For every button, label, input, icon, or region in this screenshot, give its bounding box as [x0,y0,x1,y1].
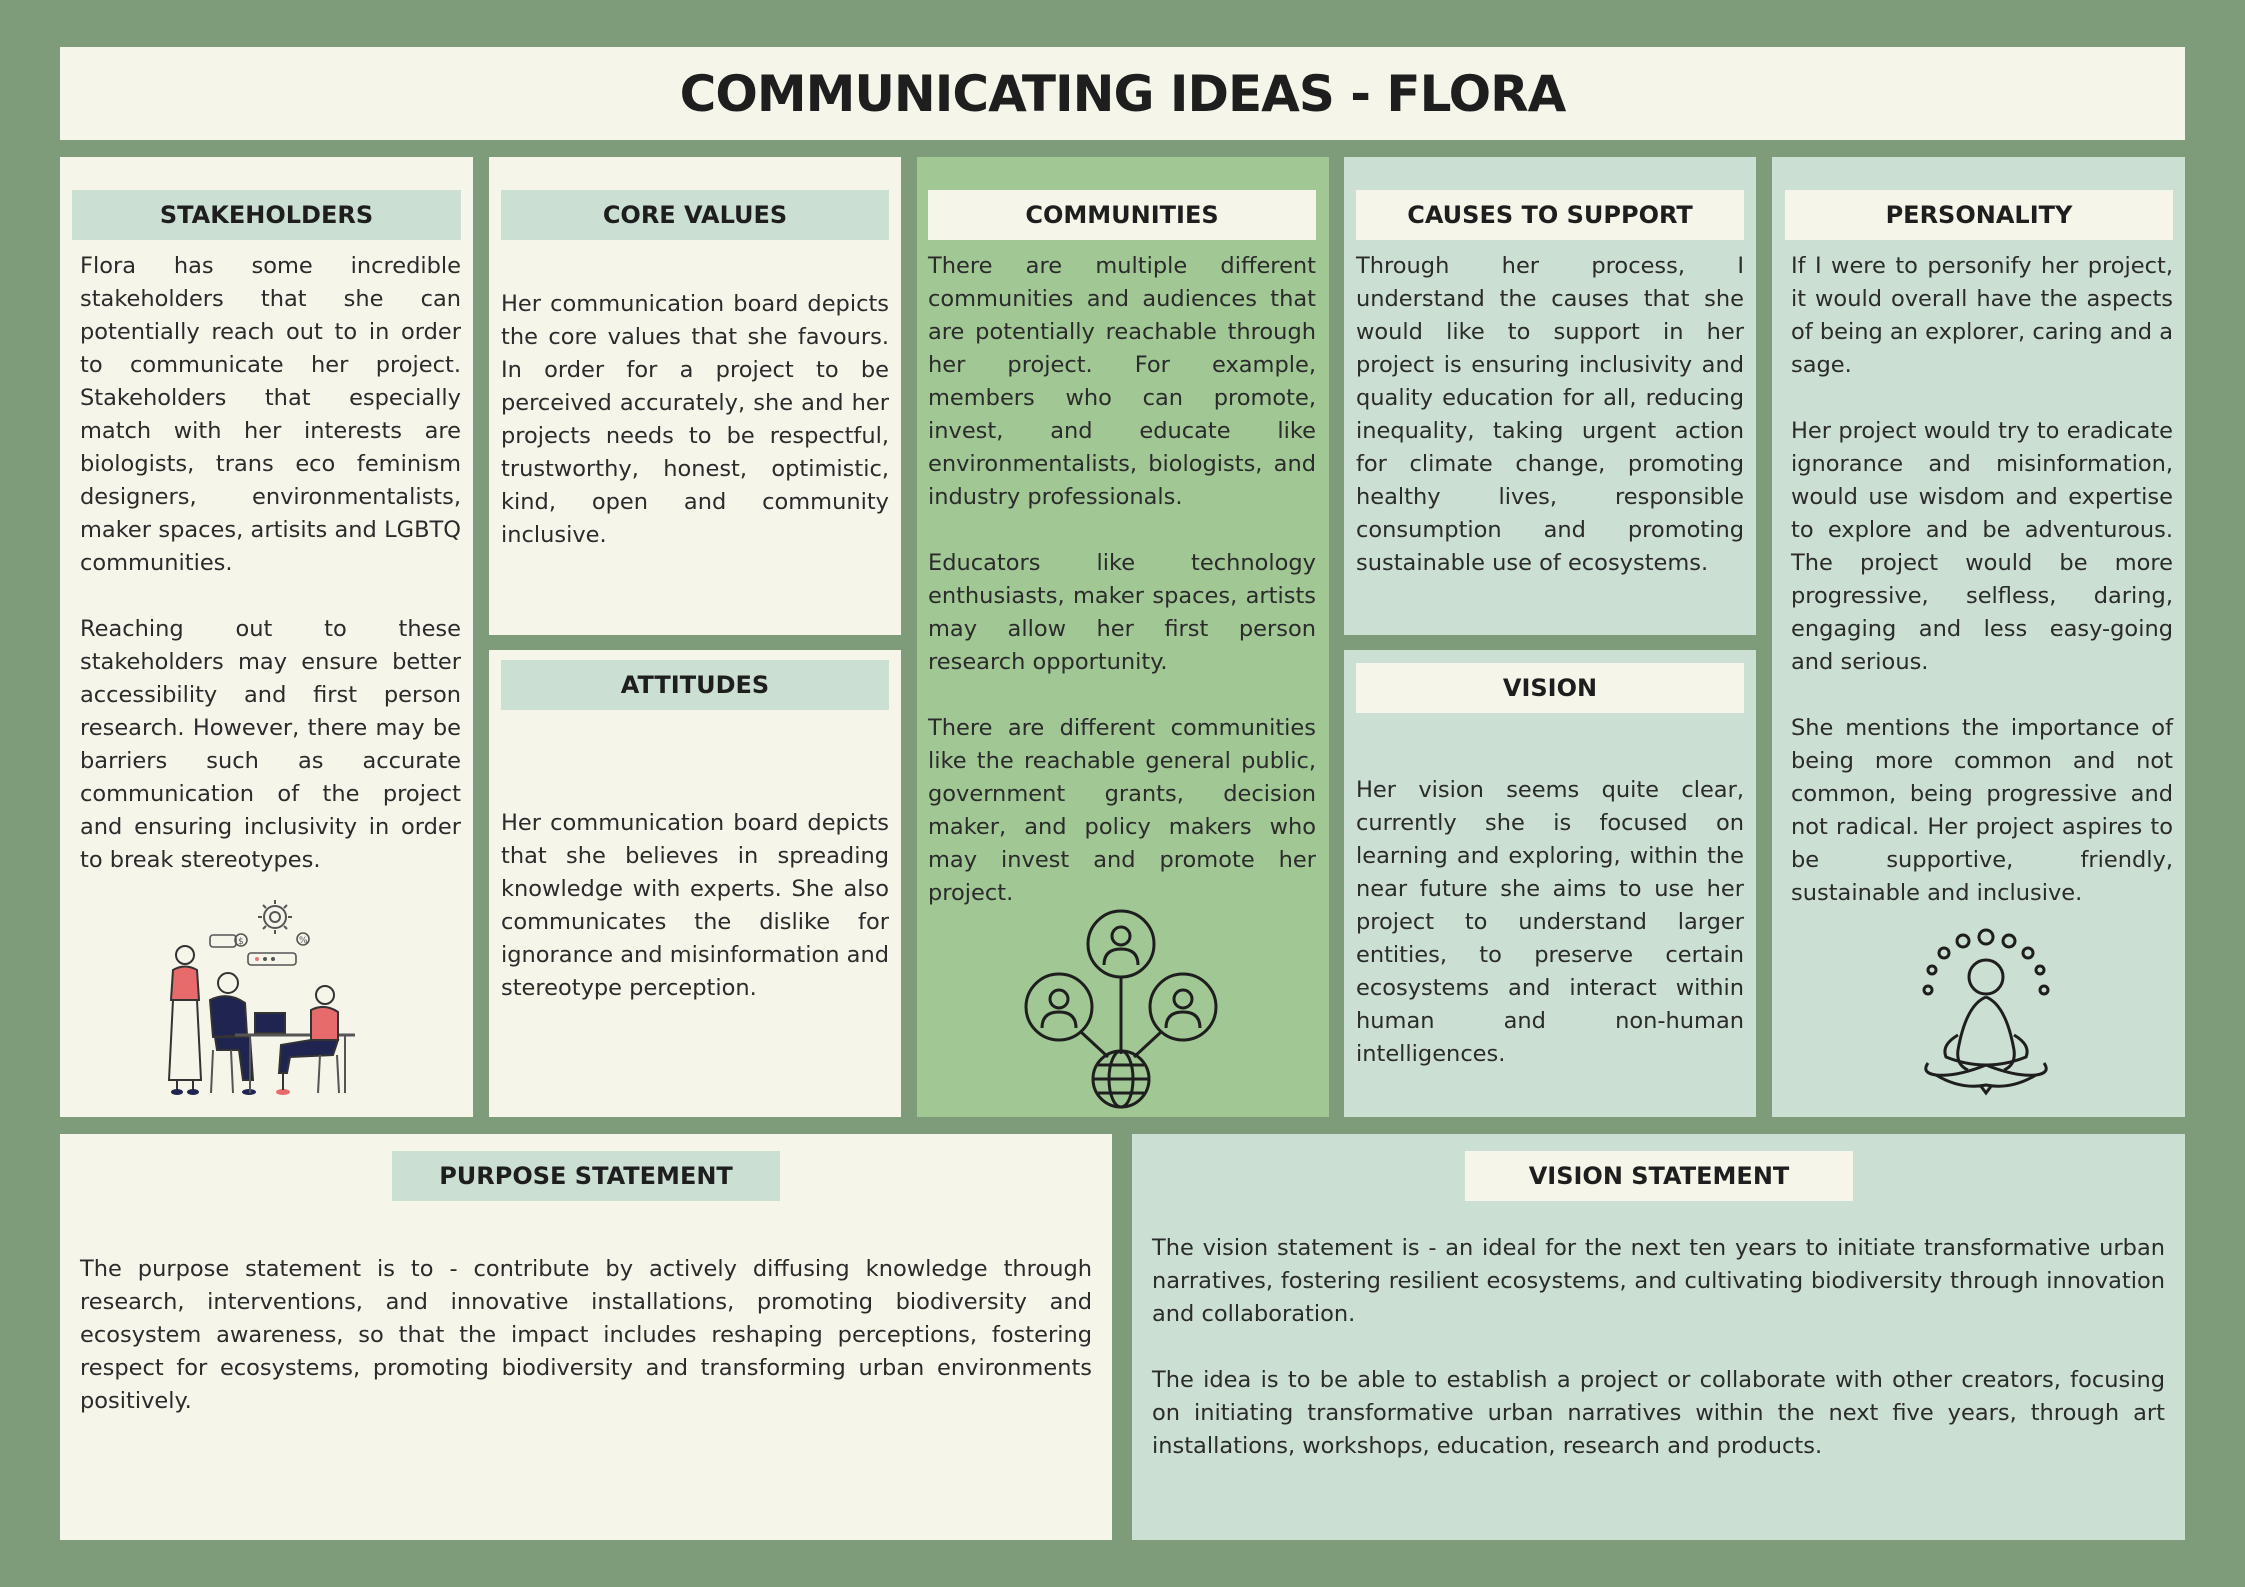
vision-text: Her vision seems quite clear, currently … [1356,777,1744,1067]
svg-text:$: $ [238,937,244,947]
purpose-statement-panel: PURPOSE STATEMENT The purpose statement … [60,1134,1112,1540]
core-values-text: Her communication board depicts the core… [501,291,889,548]
stakeholders-panel: STAKEHOLDERS Flora has some incredible s… [60,157,473,1117]
causes-panel: CAUSES TO SUPPORT Through her process, I… [1344,157,1756,635]
vision-statement-panel: VISION STATEMENT The vision statement is… [1132,1134,2185,1540]
vision-heading: VISION [1356,663,1744,713]
communities-panel: COMMUNITIES There are multiple different… [917,157,1329,1117]
svg-text:%: % [299,936,308,946]
core-values-heading: CORE VALUES [501,190,889,240]
vision-panel: VISION Her vision seems quite clear, cur… [1344,650,1756,1117]
communities-text: There are multiple different communities… [928,253,1316,906]
meditation-icon [1906,925,2066,1105]
stakeholders-heading: STAKEHOLDERS [72,190,461,240]
vision-statement-heading: VISION STATEMENT [1465,1151,1853,1201]
personality-text: If I were to personify her project, it w… [1791,253,2173,906]
title-bar: COMMUNICATING IDEAS - FLORA [60,47,2185,140]
purpose-statement-text: The purpose statement is to - contribute… [80,1256,1092,1414]
stakeholders-text: Flora has some incredible stakeholders t… [80,253,461,873]
attitudes-text: Her communication board depicts that she… [501,810,889,1001]
causes-heading: CAUSES TO SUPPORT [1356,190,1744,240]
page-title: COMMUNICATING IDEAS - FLORA [679,64,1567,123]
communities-heading: COMMUNITIES [928,190,1316,240]
attitudes-panel: ATTITUDES Her communication board depict… [489,650,901,1117]
attitudes-heading: ATTITUDES [501,660,889,710]
personality-heading: PERSONALITY [1785,190,2173,240]
core-values-panel: CORE VALUES Her communication board depi… [489,157,901,635]
purpose-statement-heading: PURPOSE STATEMENT [392,1151,780,1201]
personality-panel: PERSONALITY If I were to personify her p… [1772,157,2185,1117]
vision-statement-text: The vision statement is - an ideal for t… [1152,1235,2165,1459]
team-meeting-illustration: $ % [155,895,375,1105]
global-network-icon [1024,909,1224,1109]
causes-text: Through her process, I understand the ca… [1356,253,1744,576]
